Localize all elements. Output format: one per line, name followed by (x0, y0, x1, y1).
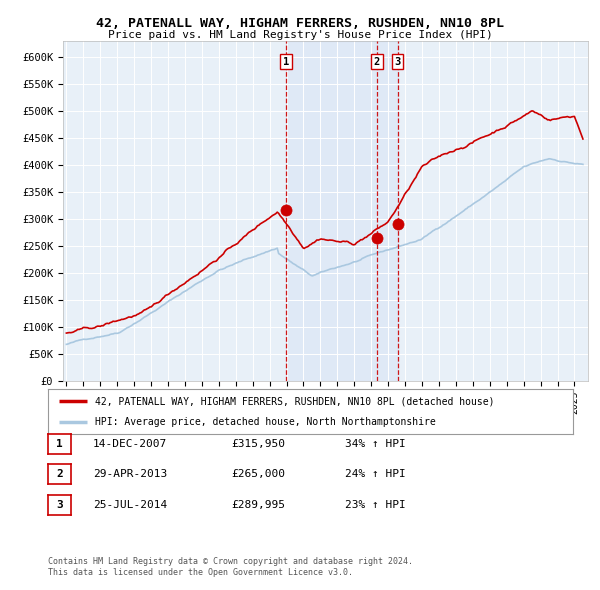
Text: HPI: Average price, detached house, North Northamptonshire: HPI: Average price, detached house, Nort… (95, 417, 436, 427)
Text: £265,000: £265,000 (231, 470, 285, 479)
Text: 23% ↑ HPI: 23% ↑ HPI (345, 500, 406, 510)
Text: 25-JUL-2014: 25-JUL-2014 (93, 500, 167, 510)
Text: Contains HM Land Registry data © Crown copyright and database right 2024.: Contains HM Land Registry data © Crown c… (48, 558, 413, 566)
Bar (286, 41, 398, 381)
Text: 29-APR-2013: 29-APR-2013 (93, 470, 167, 479)
Text: 2: 2 (56, 470, 63, 479)
Text: 1: 1 (56, 439, 63, 448)
Text: 14-DEC-2007: 14-DEC-2007 (93, 439, 167, 448)
Text: 3: 3 (56, 500, 63, 510)
Text: £315,950: £315,950 (231, 439, 285, 448)
Text: 42, PATENALL WAY, HIGHAM FERRERS, RUSHDEN, NN10 8PL (detached house): 42, PATENALL WAY, HIGHAM FERRERS, RUSHDE… (95, 396, 495, 407)
Text: 42, PATENALL WAY, HIGHAM FERRERS, RUSHDEN, NN10 8PL: 42, PATENALL WAY, HIGHAM FERRERS, RUSHDE… (96, 17, 504, 30)
Text: 24% ↑ HPI: 24% ↑ HPI (345, 470, 406, 479)
Text: This data is licensed under the Open Government Licence v3.0.: This data is licensed under the Open Gov… (48, 568, 353, 577)
Text: £289,995: £289,995 (231, 500, 285, 510)
Text: 3: 3 (395, 57, 401, 67)
Text: 34% ↑ HPI: 34% ↑ HPI (345, 439, 406, 448)
Text: 1: 1 (283, 57, 289, 67)
Text: Price paid vs. HM Land Registry's House Price Index (HPI): Price paid vs. HM Land Registry's House … (107, 30, 493, 40)
Text: 2: 2 (374, 57, 380, 67)
